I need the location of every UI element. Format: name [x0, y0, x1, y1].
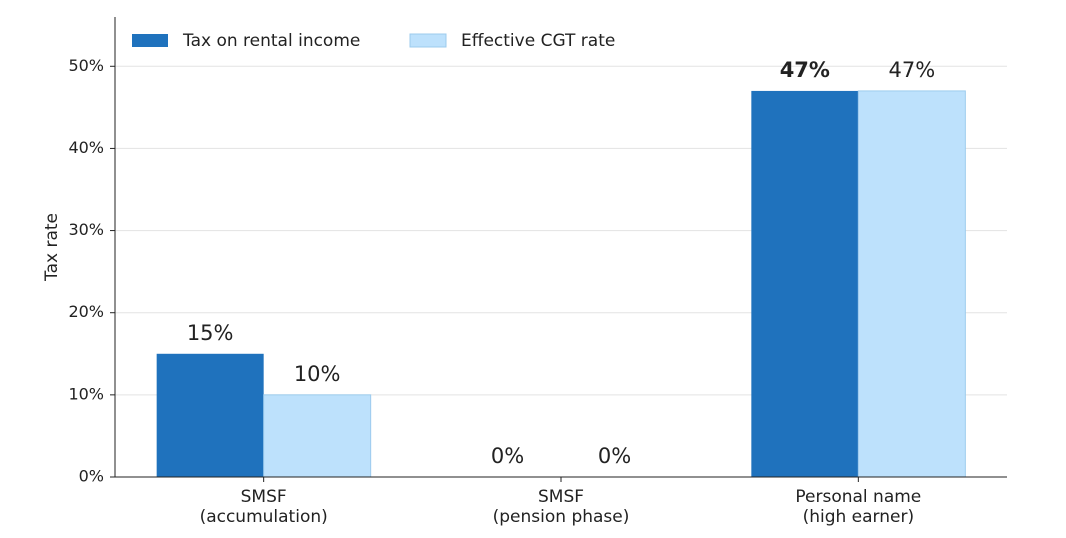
- value-label: 0%: [491, 444, 524, 468]
- x-tick-label: SMSF: [538, 487, 584, 507]
- legend-swatch: [409, 33, 447, 48]
- x-tick-label: (accumulation): [200, 507, 328, 527]
- y-tick-label: 50%: [68, 56, 104, 75]
- value-label: 47%: [888, 58, 935, 82]
- y-tick-label: 40%: [68, 138, 104, 157]
- bar: [857, 90, 966, 478]
- x-tick-label: Personal name: [795, 487, 921, 507]
- y-tick-label: 30%: [68, 220, 104, 239]
- legend-swatch: [132, 34, 168, 47]
- y-tick-label: 0%: [79, 467, 104, 486]
- legend-label: Tax on rental income: [182, 31, 360, 51]
- bar: [156, 353, 264, 477]
- legend-label: Effective CGT rate: [461, 31, 615, 51]
- x-tick-label: (pension phase): [493, 507, 630, 527]
- value-label: 0%: [598, 444, 631, 468]
- bar: [263, 394, 372, 478]
- x-tick-label: (high earner): [803, 507, 915, 527]
- value-label: 15%: [187, 321, 234, 345]
- x-tick-label: SMSF: [241, 487, 287, 507]
- bar: [751, 90, 859, 477]
- value-label: 47%: [780, 58, 830, 82]
- value-label: 10%: [294, 362, 341, 386]
- y-axis-label: Tax rate: [42, 213, 62, 282]
- y-tick-label: 10%: [68, 384, 104, 403]
- y-tick-label: 20%: [68, 302, 104, 321]
